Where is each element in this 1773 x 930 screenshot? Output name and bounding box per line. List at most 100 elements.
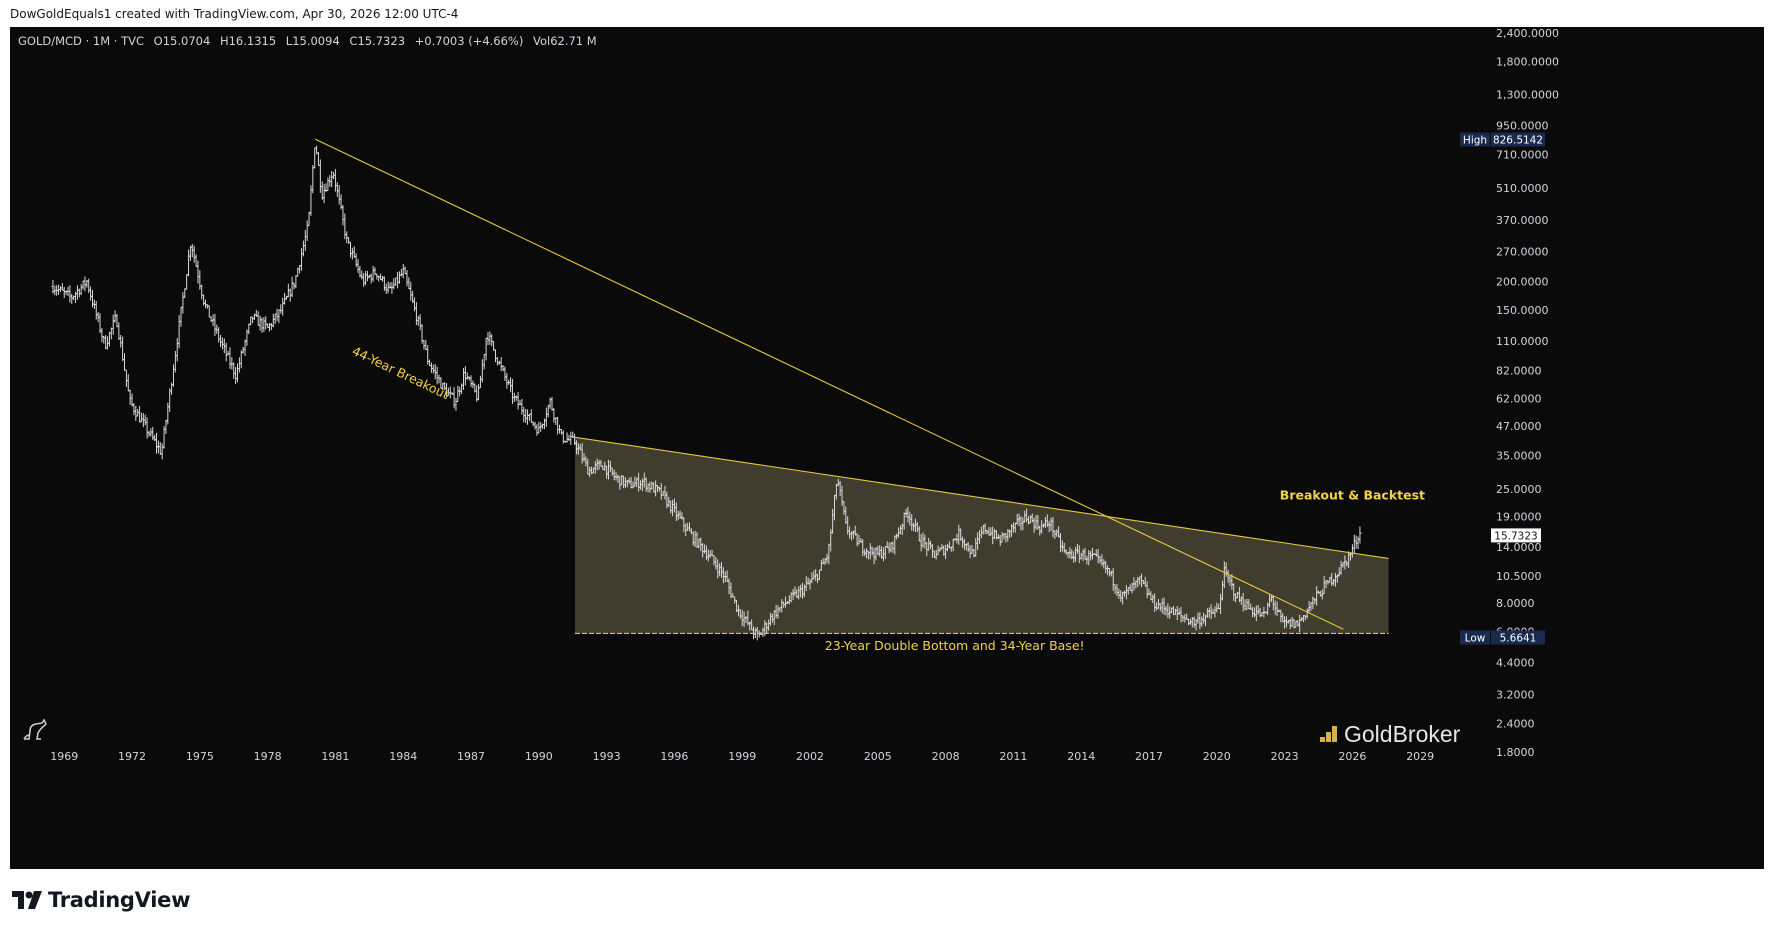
price-bar <box>362 273 366 287</box>
price-bar <box>160 443 164 460</box>
price-bar <box>168 388 172 412</box>
y-tick-label: 1,800.0000 <box>1496 56 1559 69</box>
price-bar <box>431 364 435 374</box>
y-tick-label: 270.0000 <box>1496 245 1549 258</box>
price-bar <box>237 357 241 373</box>
x-tick-label: 1975 <box>186 750 214 763</box>
x-tick-label: 1987 <box>457 750 485 763</box>
price-bar <box>213 313 217 336</box>
price-bar <box>264 316 268 330</box>
price-bar <box>124 369 128 387</box>
price-bar <box>1354 535 1358 549</box>
price-bar <box>480 359 484 383</box>
price-bar <box>380 275 385 282</box>
price-bar <box>177 315 181 349</box>
svg-text:High: High <box>1463 135 1487 147</box>
price-bar <box>524 409 528 424</box>
x-tick-label: 1981 <box>321 750 349 763</box>
price-bar <box>224 342 228 362</box>
y-tick-label: 19.0000 <box>1496 511 1542 524</box>
legend-volume: Vol62.71 M <box>533 34 597 48</box>
price-bar <box>62 286 66 299</box>
legend-change: +0.7003 (+4.66%) <box>414 34 524 48</box>
price-bar <box>382 276 386 291</box>
price-labels-layer: High 826.5142 Low 5.6641 15.7323 <box>1460 132 1545 645</box>
x-tick-label: 2014 <box>1067 750 1095 763</box>
x-tick-label: 2008 <box>932 750 960 763</box>
legend-symbol[interactable]: GOLD/MCD · 1M · TVC <box>18 34 145 48</box>
price-bar <box>544 407 548 427</box>
svg-text:Low: Low <box>1465 632 1486 644</box>
price-bar <box>456 385 460 402</box>
price-bars-layer <box>51 145 1362 641</box>
price-bar <box>390 282 394 294</box>
price-bar <box>418 314 422 331</box>
price-bar <box>279 304 283 314</box>
price-bar <box>137 406 142 423</box>
price-bar <box>122 353 127 371</box>
price-bar <box>166 402 170 425</box>
price-bar <box>343 213 347 240</box>
price-bar <box>89 286 93 301</box>
price-bar <box>554 417 558 426</box>
price-bar <box>401 263 405 279</box>
svg-text:5.6641: 5.6641 <box>1500 632 1537 644</box>
price-bar <box>510 379 515 404</box>
price-bar <box>399 268 403 277</box>
price-bar <box>330 171 334 188</box>
price-bar <box>463 366 467 386</box>
price-bar <box>143 414 147 426</box>
price-bar <box>107 331 112 347</box>
price-bar <box>271 313 275 328</box>
price-bar <box>281 297 285 316</box>
price-bar <box>79 284 83 295</box>
gb-logo-bar-2 <box>1326 732 1331 742</box>
price-bar <box>569 431 573 445</box>
x-tick-label: 1984 <box>389 750 417 763</box>
y-tick-label: 25.0000 <box>1496 483 1542 496</box>
price-bar <box>94 300 98 320</box>
price-bar <box>243 339 247 356</box>
price-bar <box>258 315 262 331</box>
price-bar <box>348 241 353 258</box>
x-tick-label: 2002 <box>796 750 824 763</box>
price-bar <box>58 286 63 293</box>
y-axis: 1,800.0000 1,300.0000 950.0000 710.0000 510.… <box>1496 27 1559 759</box>
price-bar <box>469 375 473 387</box>
svg-text:826.5142: 826.5142 <box>1493 135 1543 147</box>
price-bar <box>126 374 130 392</box>
price-bar <box>333 169 338 192</box>
price-bar <box>508 377 513 393</box>
chart-panel[interactable]: 44-Year Breakout Breakout & Backtest 23-Ye… <box>10 27 1764 869</box>
price-bar <box>75 285 80 300</box>
gb-logo-bar-1 <box>1320 737 1325 742</box>
tradingview-footer-logo[interactable]: TradingView <box>12 888 190 912</box>
price-bar <box>525 409 530 425</box>
price-bar <box>395 272 400 289</box>
price-bar <box>200 284 204 300</box>
price-bar <box>81 280 85 290</box>
price-bar <box>70 293 74 304</box>
price-bar <box>476 384 481 401</box>
annotation-label: Breakout & Backtest <box>1280 488 1425 503</box>
goldbroker-watermark: GoldBroker <box>1320 721 1461 747</box>
price-bar <box>171 364 176 387</box>
price-bar <box>109 327 113 340</box>
price-bar <box>128 389 132 406</box>
price-bar <box>347 237 351 244</box>
y-tick-label: 200.0000 <box>1496 275 1549 288</box>
y-tick-label: 150.0000 <box>1496 304 1549 317</box>
legend-low: L15.0094 <box>285 34 340 48</box>
price-bar <box>298 265 302 274</box>
price-bar <box>301 240 306 257</box>
x-tick-label: 2017 <box>1135 750 1163 763</box>
price-bar <box>247 323 251 334</box>
price-bar <box>83 276 87 292</box>
price-bar <box>503 366 507 382</box>
price-bar <box>360 270 364 280</box>
y-tick-label: 2,400.0000 <box>1496 27 1559 40</box>
price-bar <box>495 356 499 366</box>
price-bar <box>250 316 255 324</box>
price-bar <box>337 185 341 205</box>
